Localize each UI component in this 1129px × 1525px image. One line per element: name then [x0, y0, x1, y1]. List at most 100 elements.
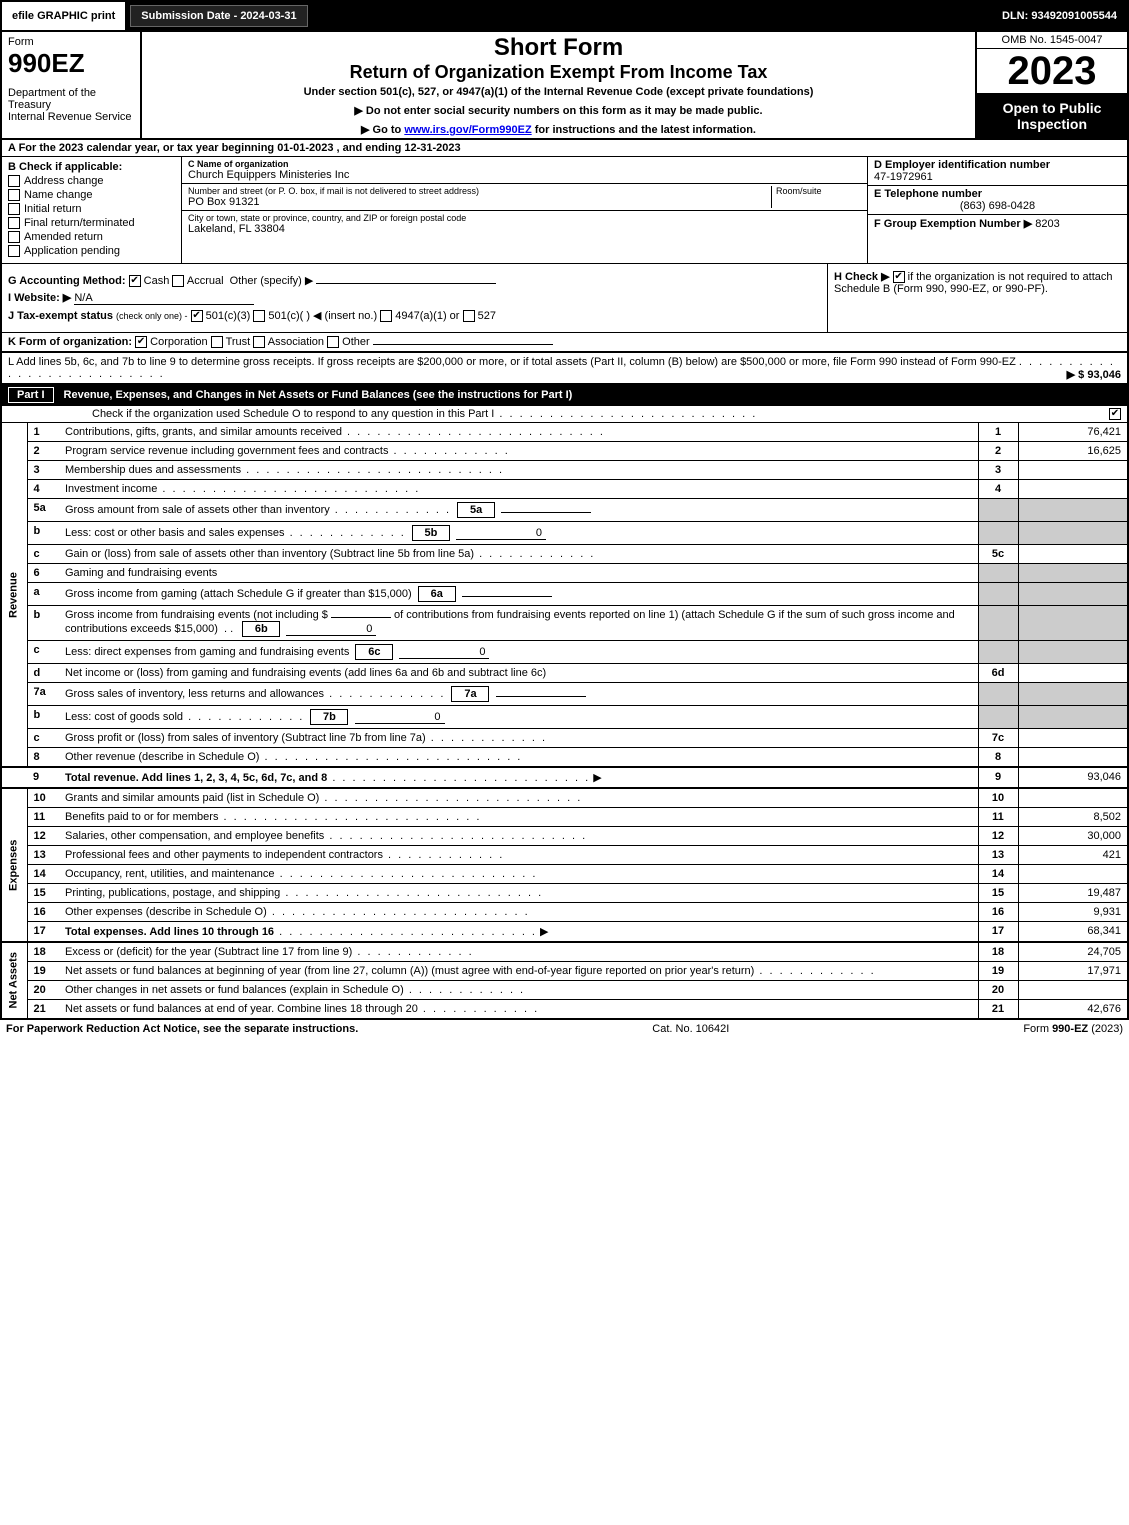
other-specify-label: Other (specify) ▶ — [230, 275, 314, 287]
l9-num: 9 — [27, 767, 59, 788]
l4-box: 4 — [978, 480, 1018, 499]
l6a-text: Gross income from gaming (attach Schedul… — [65, 588, 412, 600]
part1-sub: Check if the organization used Schedule … — [0, 406, 1129, 423]
line-5a: 5a Gross amount from sale of assets othe… — [1, 499, 1128, 522]
chk-schedule-o[interactable]: ✔ — [1109, 408, 1121, 420]
group-exemption-value: 8203 — [1035, 218, 1059, 230]
l1-amt: 76,421 — [1018, 423, 1128, 442]
chk-application-pending[interactable]: Application pending — [8, 245, 175, 257]
section-l-amount: ▶ $ 93,046 — [1067, 368, 1121, 381]
chk-501c[interactable] — [253, 310, 265, 322]
l4-text: Investment income — [65, 483, 420, 495]
chk-accrual[interactable] — [172, 275, 184, 287]
line-3: 3 Membership dues and assessments 3 — [1, 461, 1128, 480]
l11-amt: 8,502 — [1018, 808, 1128, 827]
l7b-num: b — [27, 706, 59, 729]
section-a: A For the 2023 calendar year, or tax yea… — [0, 140, 1129, 157]
line-7a: 7a Gross sales of inventory, less return… — [1, 683, 1128, 706]
chk-trust[interactable] — [211, 336, 223, 348]
l14-amt — [1018, 865, 1128, 884]
subtitle: Under section 501(c), 527, or 4947(a)(1)… — [148, 86, 969, 98]
l6c-num: c — [27, 641, 59, 664]
top-bar-spacer — [311, 2, 992, 30]
vlabel-expenses: Expenses — [1, 788, 27, 942]
section-h-label: H Check ▶ — [834, 271, 890, 283]
part1-title: Revenue, Expenses, and Changes in Net As… — [64, 389, 573, 401]
l18-num: 18 — [27, 942, 59, 962]
l12-text: Salaries, other compensation, and employ… — [65, 830, 587, 842]
l19-amt: 17,971 — [1018, 962, 1128, 981]
line-6d: d Net income or (loss) from gaming and f… — [1, 664, 1128, 683]
l15-amt: 19,487 — [1018, 884, 1128, 903]
l7b-amt — [1018, 706, 1128, 729]
other-specify-input[interactable] — [316, 283, 496, 284]
chk-501c3[interactable]: ✔ — [191, 310, 203, 322]
l8-amt — [1018, 748, 1128, 768]
open-to-public: Open to Public Inspection — [977, 94, 1127, 138]
l5a-num: 5a — [27, 499, 59, 522]
l6a-ival — [462, 596, 552, 597]
other-org-input[interactable] — [373, 344, 553, 345]
l15-num: 15 — [27, 884, 59, 903]
l7a-ibox: 7a — [451, 686, 489, 702]
l5b-ival: 0 — [456, 527, 546, 540]
l21-text: Net assets or fund balances at end of ye… — [65, 1003, 539, 1015]
l6d-amt — [1018, 664, 1128, 683]
l9-amt: 93,046 — [1018, 767, 1128, 788]
l2-num: 2 — [27, 442, 59, 461]
l2-box: 2 — [978, 442, 1018, 461]
tax-year: 2023 — [977, 49, 1127, 94]
irs-link[interactable]: www.irs.gov/Form990EZ — [404, 124, 531, 136]
chk-4947[interactable] — [380, 310, 392, 322]
section-l-text: L Add lines 5b, 6c, and 7b to line 9 to … — [8, 356, 1016, 368]
line-12: 12 Salaries, other compensation, and emp… — [1, 827, 1128, 846]
addr-label: Number and street (or P. O. box, if mail… — [188, 186, 771, 196]
line-5b: b Less: cost or other basis and sales ex… — [1, 522, 1128, 545]
chk-schedule-b[interactable]: ✔ — [893, 271, 905, 283]
l5b-ibox: 5b — [412, 525, 450, 541]
l12-amt: 30,000 — [1018, 827, 1128, 846]
chk-name-change[interactable]: Name change — [8, 189, 175, 201]
chk-527[interactable] — [463, 310, 475, 322]
l17-num: 17 — [27, 922, 59, 943]
l20-num: 20 — [27, 981, 59, 1000]
chk-final-return[interactable]: Final return/terminated — [8, 217, 175, 229]
l16-box: 16 — [978, 903, 1018, 922]
section-e: E Telephone number (863) 698-0428 — [868, 186, 1127, 215]
form-of-org-label: K Form of organization: — [8, 336, 132, 348]
l7c-text: Gross profit or (loss) from sales of inv… — [65, 732, 547, 744]
opt-trust: Trust — [226, 336, 251, 348]
line-8: 8 Other revenue (describe in Schedule O)… — [1, 748, 1128, 768]
l1-text: Contributions, gifts, grants, and simila… — [65, 426, 605, 438]
l6c-box — [978, 641, 1018, 664]
sections-ghij: G Accounting Method: ✔ Cash Accrual Othe… — [0, 264, 1129, 332]
l5c-amt — [1018, 545, 1128, 564]
line-7c: c Gross profit or (loss) from sales of i… — [1, 729, 1128, 748]
l6c-ibox: 6c — [355, 644, 393, 660]
website-value: N/A — [74, 292, 254, 305]
l10-num: 10 — [27, 788, 59, 808]
l12-box: 12 — [978, 827, 1018, 846]
l5a-ival — [501, 512, 591, 513]
line-17: 17 Total expenses. Add lines 10 through … — [1, 922, 1128, 943]
chk-cash[interactable]: ✔ — [129, 275, 141, 287]
chk-amended-return[interactable]: Amended return — [8, 231, 175, 243]
chk-initial-return[interactable]: Initial return — [8, 203, 175, 215]
l5a-box — [978, 499, 1018, 522]
dots — [327, 772, 590, 784]
efile-print-button[interactable]: efile GRAPHIC print — [2, 2, 127, 30]
chk-corporation[interactable]: ✔ — [135, 336, 147, 348]
section-j: J Tax-exempt status (check only one) - ✔… — [8, 309, 821, 322]
addr-value: PO Box 91321 — [188, 196, 771, 208]
vlabel-netassets: Net Assets — [1, 942, 27, 1019]
note-ssn: ▶ Do not enter social security numbers o… — [148, 104, 969, 117]
chk-association[interactable] — [253, 336, 265, 348]
chk-other-org[interactable] — [327, 336, 339, 348]
l7a-amt — [1018, 683, 1128, 706]
dots — [274, 926, 537, 938]
l5c-num: c — [27, 545, 59, 564]
opt-527: 527 — [478, 310, 496, 322]
footer-right-bold: 990-EZ — [1052, 1023, 1088, 1035]
chk-address-change[interactable]: Address change — [8, 175, 175, 187]
l6a-num: a — [27, 583, 59, 606]
